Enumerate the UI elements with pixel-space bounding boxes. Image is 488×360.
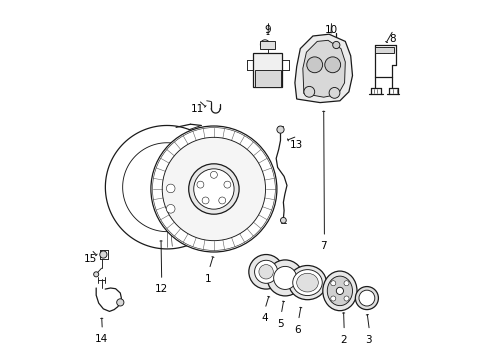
Circle shape bbox=[330, 281, 335, 286]
Circle shape bbox=[280, 217, 285, 223]
Circle shape bbox=[254, 260, 277, 283]
FancyBboxPatch shape bbox=[254, 71, 281, 87]
Circle shape bbox=[330, 296, 335, 301]
Circle shape bbox=[248, 255, 283, 289]
Circle shape bbox=[224, 181, 230, 188]
Circle shape bbox=[273, 266, 296, 289]
FancyBboxPatch shape bbox=[374, 47, 393, 53]
FancyBboxPatch shape bbox=[260, 41, 275, 49]
Circle shape bbox=[332, 41, 339, 49]
Circle shape bbox=[303, 86, 314, 97]
Circle shape bbox=[260, 40, 269, 49]
Text: 13: 13 bbox=[289, 140, 303, 150]
Ellipse shape bbox=[292, 270, 322, 296]
Circle shape bbox=[166, 204, 175, 213]
Ellipse shape bbox=[296, 273, 318, 292]
Circle shape bbox=[276, 126, 284, 133]
Circle shape bbox=[218, 197, 225, 204]
Circle shape bbox=[188, 164, 239, 214]
Circle shape bbox=[258, 265, 273, 279]
Circle shape bbox=[306, 57, 322, 73]
Text: 5: 5 bbox=[277, 319, 283, 329]
Circle shape bbox=[151, 126, 276, 252]
FancyBboxPatch shape bbox=[253, 53, 282, 87]
Circle shape bbox=[117, 299, 123, 306]
Text: 8: 8 bbox=[389, 34, 395, 44]
Text: 15: 15 bbox=[83, 254, 97, 264]
Circle shape bbox=[162, 137, 265, 240]
Circle shape bbox=[197, 181, 203, 188]
Circle shape bbox=[94, 272, 99, 277]
Circle shape bbox=[355, 287, 378, 310]
Ellipse shape bbox=[288, 266, 325, 300]
Text: 12: 12 bbox=[154, 284, 167, 294]
Circle shape bbox=[336, 287, 343, 294]
Circle shape bbox=[328, 87, 339, 98]
Text: 4: 4 bbox=[261, 313, 267, 323]
Text: 7: 7 bbox=[320, 241, 326, 251]
Circle shape bbox=[193, 169, 234, 209]
Text: 11: 11 bbox=[191, 104, 204, 114]
Circle shape bbox=[266, 260, 303, 296]
Circle shape bbox=[202, 197, 208, 204]
Ellipse shape bbox=[322, 271, 356, 311]
Polygon shape bbox=[302, 40, 345, 97]
Text: 14: 14 bbox=[95, 334, 108, 344]
Text: 9: 9 bbox=[264, 25, 271, 35]
Circle shape bbox=[358, 290, 374, 306]
Text: 6: 6 bbox=[294, 325, 301, 335]
Text: 1: 1 bbox=[205, 274, 211, 284]
Ellipse shape bbox=[326, 276, 352, 306]
Circle shape bbox=[343, 281, 348, 286]
Text: 10: 10 bbox=[324, 25, 337, 35]
Circle shape bbox=[210, 171, 217, 178]
Circle shape bbox=[324, 57, 340, 73]
Circle shape bbox=[166, 184, 175, 193]
Text: 2: 2 bbox=[340, 335, 346, 345]
Polygon shape bbox=[294, 34, 352, 103]
Text: 3: 3 bbox=[365, 335, 371, 345]
Circle shape bbox=[343, 296, 348, 301]
Circle shape bbox=[100, 251, 107, 258]
